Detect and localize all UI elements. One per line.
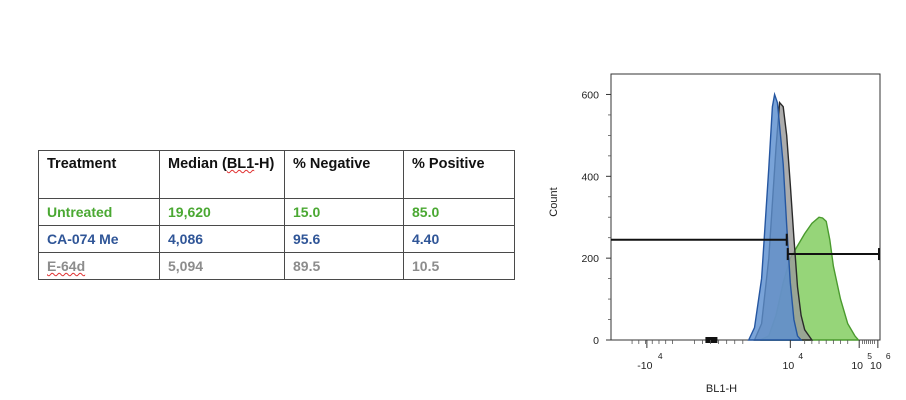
x-tick-label: 10	[851, 360, 863, 372]
table-header-row: Treatment Median (BL1-H) % Negative % Po…	[38, 150, 515, 199]
x-tick-label: -10	[637, 360, 652, 372]
cell-positive: 10.5	[403, 252, 515, 280]
y-tick-label: 200	[581, 253, 599, 265]
cell-negative: 89.5	[284, 252, 404, 280]
y-tick-label: 600	[581, 89, 599, 101]
cell-negative: 15.0	[284, 198, 404, 226]
y-axis-label: Count	[548, 187, 560, 216]
cell-treatment: E-64d	[38, 252, 160, 280]
histogram-series-2	[747, 91, 803, 341]
table-row: E-64d 5,094 89.5 10.5	[38, 252, 515, 280]
y-tick-label: 0	[593, 335, 599, 347]
x-tick-label: 10	[782, 360, 794, 372]
x-tick-exponent: 4	[658, 351, 663, 361]
cell-median: 5,094	[159, 252, 285, 280]
cell-positive: 85.0	[403, 198, 515, 226]
header-treatment: Treatment	[38, 150, 160, 199]
x-tick-exponent: 5	[867, 351, 872, 361]
table-row: Untreated 19,620 15.0 85.0	[38, 198, 515, 226]
x-tick-exponent: 6	[886, 351, 891, 361]
header-positive: % Positive	[403, 150, 515, 199]
x-tick-exponent: 4	[798, 351, 803, 361]
header-median-channel: BL1	[226, 156, 255, 172]
header-median-text: Median (	[168, 156, 227, 172]
cell-median: 19,620	[159, 198, 285, 226]
header-median: Median (BL1-H)	[159, 150, 285, 199]
cell-median: 4,086	[159, 225, 285, 253]
stats-table: Treatment Median (BL1-H) % Negative % Po…	[38, 150, 515, 280]
treatment-e64d-label: E-64d	[47, 258, 86, 274]
y-tick-label: 400	[581, 171, 599, 183]
x-tick-label: 10	[870, 360, 882, 372]
cell-treatment: Untreated	[38, 198, 160, 226]
x-axis-label: BL1-H	[706, 383, 737, 395]
plot-frame	[610, 73, 881, 341]
header-negative: % Negative	[284, 150, 404, 199]
header-median-suffix: -H)	[254, 156, 275, 172]
zero-events-mark	[705, 337, 718, 343]
